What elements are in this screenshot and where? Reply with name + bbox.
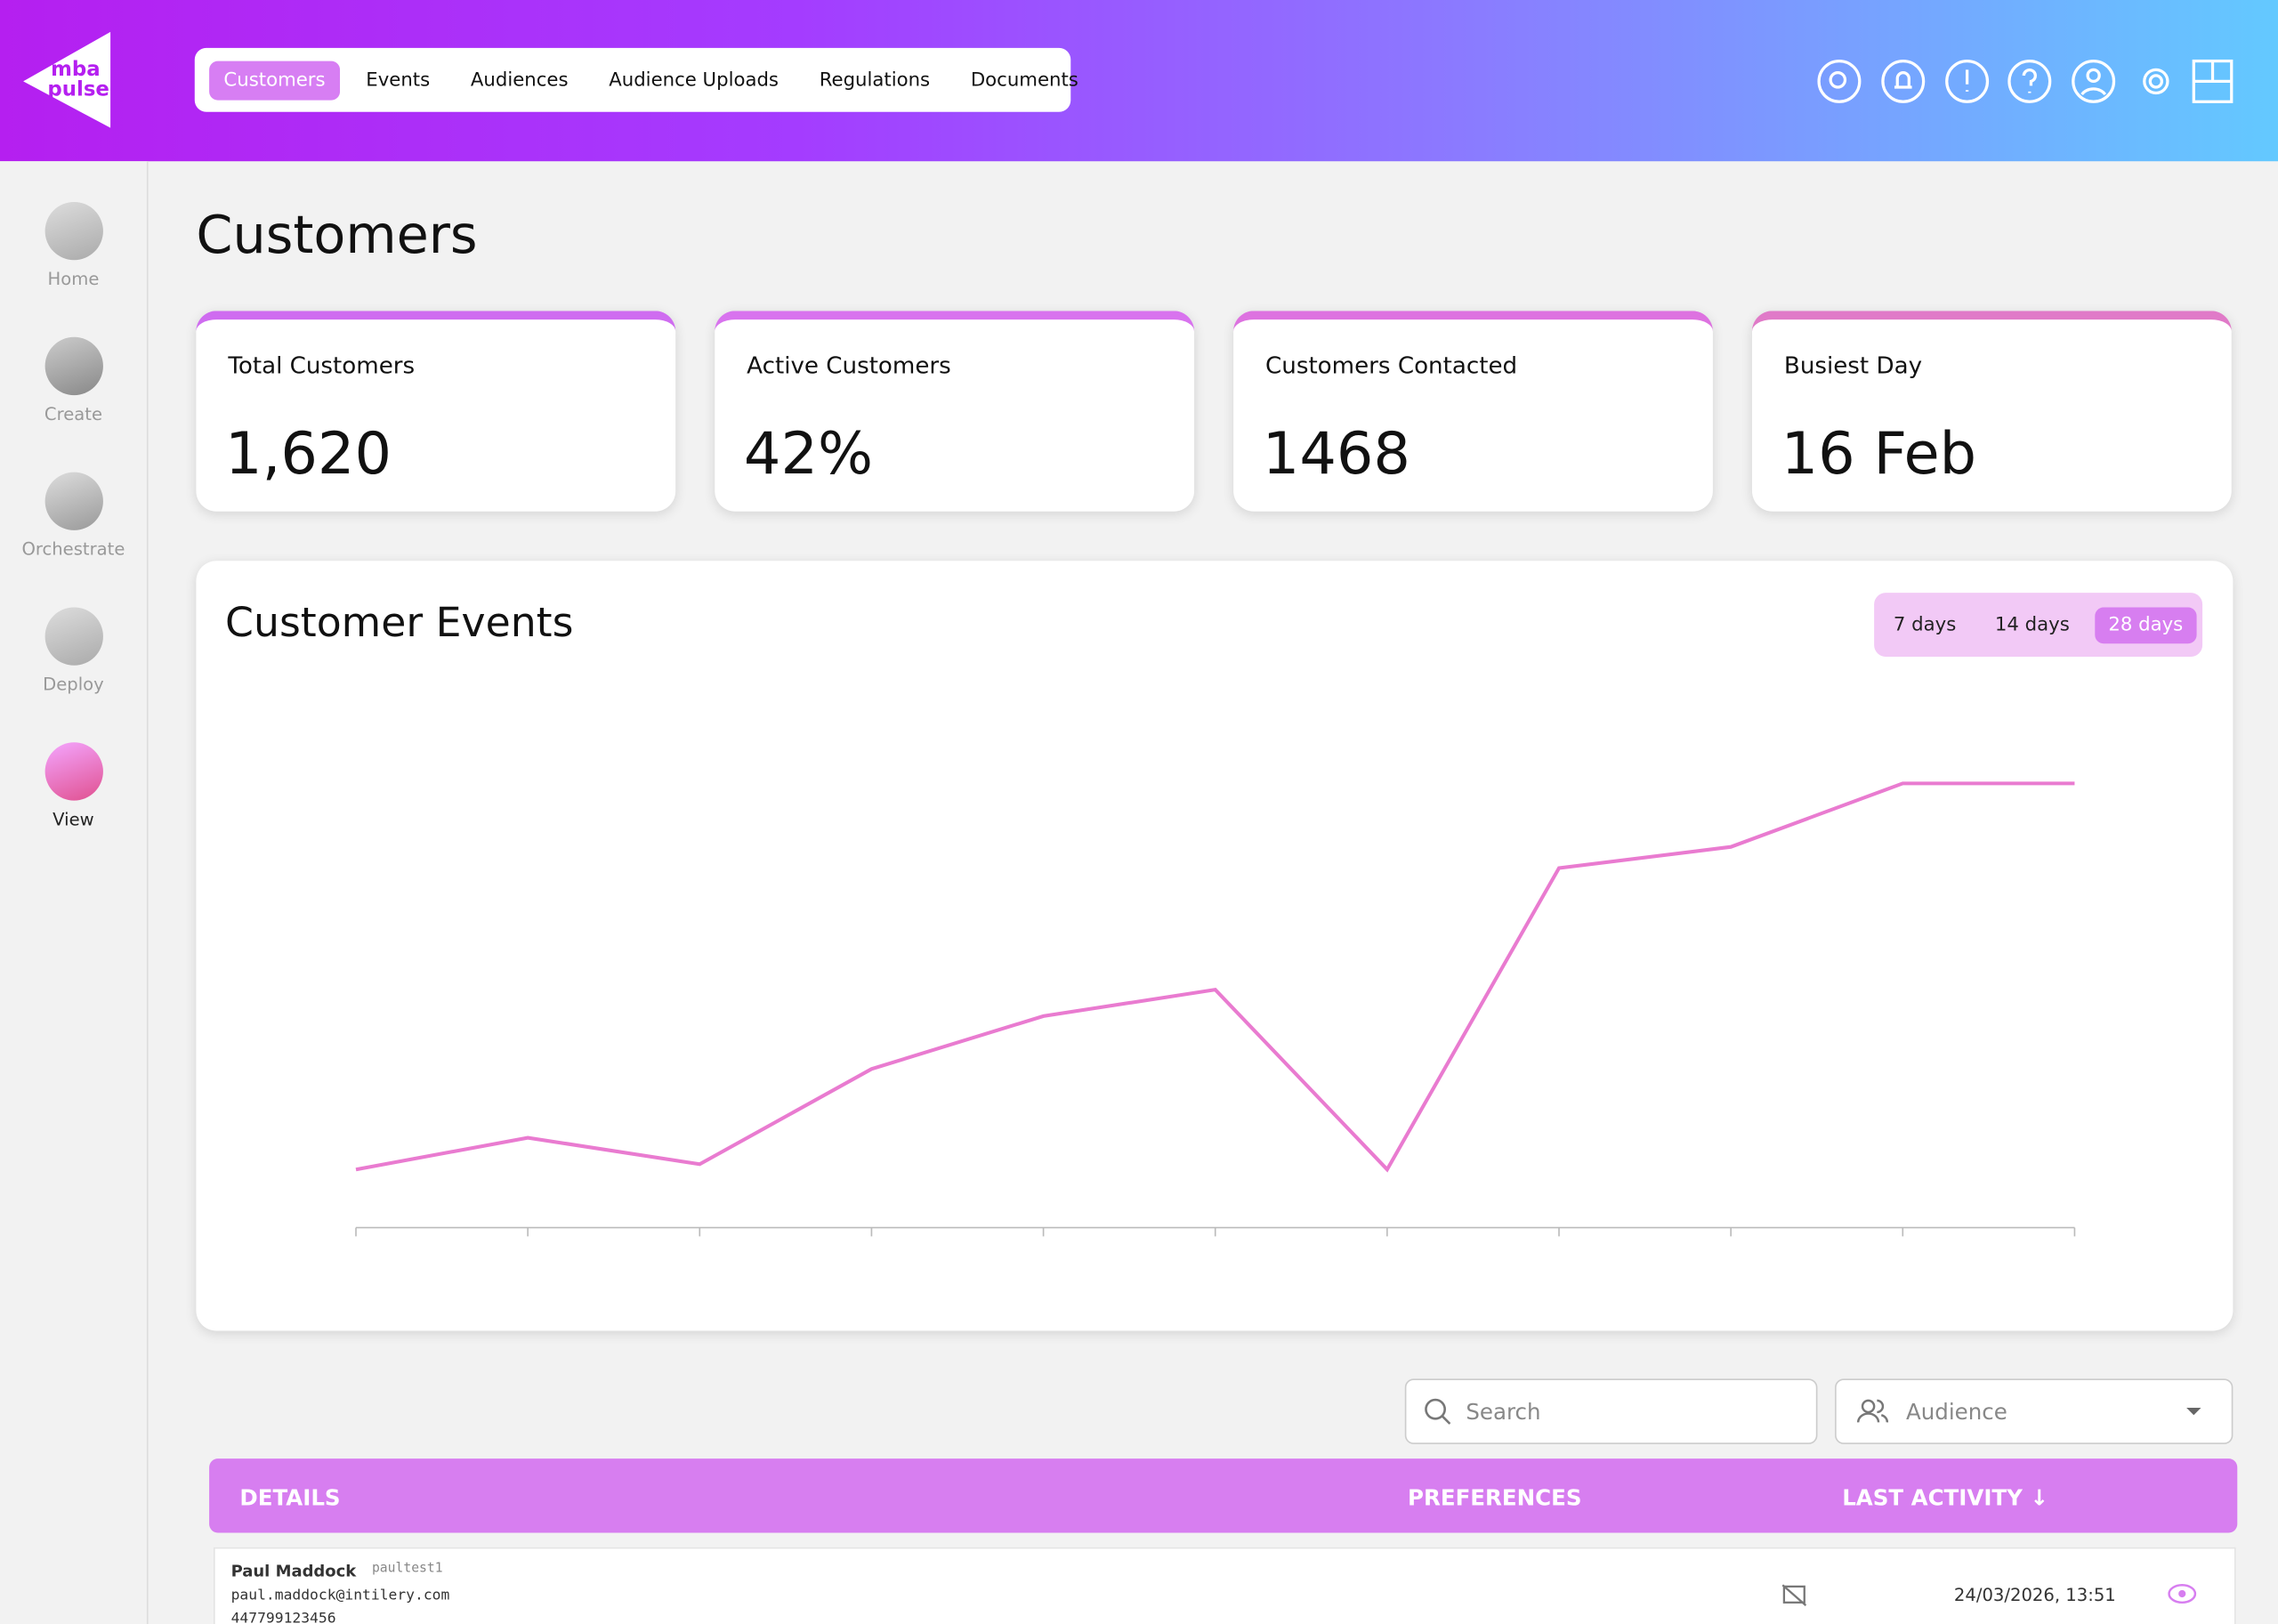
nav-item[interactable]: Documents <box>970 69 1078 92</box>
kpi-value: 1,620 <box>225 421 392 489</box>
sidebar-item[interactable]: View <box>0 742 147 844</box>
kpi-value: 16 Feb <box>1781 421 1977 489</box>
top-bar: mba pulse Customers Events Audiences Audien… <box>0 0 2278 162</box>
audience-placeholder: Audience <box>1906 1399 2007 1426</box>
range-button[interactable]: 28 days <box>2095 606 2196 643</box>
customer-name: Paul Maddock <box>230 1562 357 1581</box>
sidebar-icon <box>44 472 103 530</box>
nav-item[interactable]: Audiences <box>470 69 569 92</box>
kpi-card: Total Customers 1,620 <box>196 311 676 512</box>
sidebar-icon <box>44 336 103 396</box>
column-header[interactable]: PREFERENCES <box>1408 1484 1582 1511</box>
customer-email: paul.maddock@intilery.com <box>230 1588 450 1604</box>
logo: mba pulse <box>23 31 111 128</box>
svg-text:mba: mba <box>51 58 101 81</box>
sidebar: Home Create Orchestrate Deploy View <box>0 161 149 1624</box>
chart <box>355 781 2076 1237</box>
page-title: Customers <box>196 206 478 266</box>
view-icon[interactable] <box>2168 1583 2197 1604</box>
nav-item[interactable]: Regulations <box>819 69 931 92</box>
sidebar-label: View <box>53 809 94 830</box>
kpi-card: Active Customers 42% <box>715 311 1195 512</box>
last-activity: 24/03/2026, 13:51 <box>1953 1585 2116 1606</box>
sidebar-label: Orchestrate <box>21 538 125 560</box>
sidebar-icon <box>44 201 103 261</box>
kpi-label: Busiest Day <box>1783 351 1923 380</box>
toolbar-icons[interactable] <box>1809 53 2245 110</box>
kpi-card: Busiest Day 16 Feb <box>1751 311 2232 512</box>
range-button[interactable]: 7 days <box>1893 613 1957 636</box>
sidebar-item[interactable]: Home <box>0 201 147 303</box>
sidebar-item[interactable]: Orchestrate <box>0 472 147 574</box>
column-header[interactable]: DETAILS <box>239 1484 341 1511</box>
nav-item[interactable]: Audience Uploads <box>609 69 779 92</box>
column-header[interactable]: LAST ACTIVITY ↓ <box>1842 1484 2048 1511</box>
line-series <box>355 781 2075 1173</box>
chart-card: Customer Events 7 days 14 days 28 days <box>196 561 2234 1331</box>
sidebar-icon <box>44 742 103 801</box>
range-toggle: 7 days 14 days 28 days <box>1874 593 2203 657</box>
preferences-icon <box>1781 1584 1807 1606</box>
sidebar-icon <box>44 607 103 666</box>
kpi-value: 42% <box>743 421 874 489</box>
chart-title: Customer Events <box>225 598 574 647</box>
search-box[interactable]: Search <box>1404 1378 1818 1444</box>
sidebar-label: Home <box>47 269 100 289</box>
sidebar-item[interactable]: Create <box>0 336 147 439</box>
sidebar-label: Create <box>44 403 102 424</box>
kpi-card: Customers Contacted 1468 <box>1233 311 1713 512</box>
nav-item[interactable]: Customers <box>209 60 340 100</box>
customer-phone: 447799123456 <box>230 1611 336 1624</box>
svg-text:pulse: pulse <box>47 78 109 101</box>
table-row[interactable]: Paul Maddock paultest1 paul.maddock@inti… <box>213 1547 2236 1624</box>
kpi-label: Active Customers <box>747 351 951 380</box>
kpi-label: Customers Contacted <box>1265 351 1518 380</box>
range-button[interactable]: 14 days <box>1994 613 2070 636</box>
nav-bar: Customers Events Audiences Audience Uploads… <box>194 47 1078 112</box>
customer-id: paultest1 <box>371 1562 443 1577</box>
kpi-label: Total Customers <box>228 351 416 380</box>
audience-select[interactable]: Audience <box>1835 1378 2234 1444</box>
sidebar-label: Deploy <box>43 674 104 695</box>
nav-item[interactable]: Events <box>366 69 431 92</box>
kpi-value: 1468 <box>1262 421 1410 489</box>
search-placeholder: Search <box>1466 1399 1541 1426</box>
sidebar-item[interactable]: Deploy <box>0 607 147 708</box>
table-header: DETAILS PREFERENCES LAST ACTIVITY ↓ <box>209 1458 2238 1533</box>
